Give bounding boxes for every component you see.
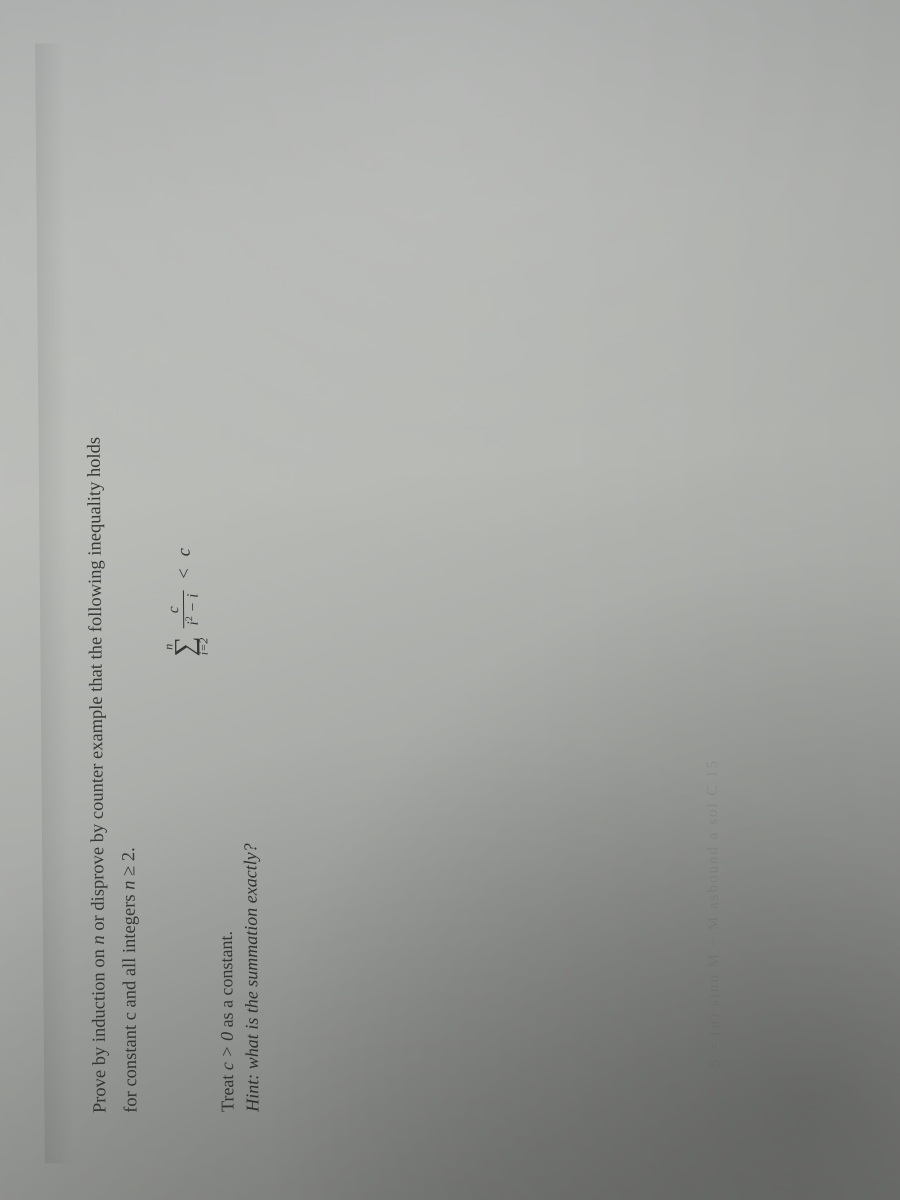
note-post: as a constant. [216, 931, 237, 1032]
note-pre: Treat [217, 1070, 237, 1112]
hint-line: Hint: what is the summation exactly? [234, 92, 264, 1112]
den-exp: 2 [184, 616, 195, 621]
fraction: c i2 − i [166, 591, 203, 629]
hint-text: what is the summation exactly? [240, 843, 262, 1074]
reverse-side-bleed-through: S = (n) sinn M − M asbound a sol C 15 [699, 98, 724, 1068]
problem-statement-line-2: for constant c and all integers n ≥ 2. [108, 93, 146, 1113]
fraction-denominator: i2 − i [185, 591, 203, 629]
summation-symbol: n ∑ i=2 [163, 636, 209, 656]
den-base: i [185, 621, 202, 625]
sigma-glyph: ∑ [173, 636, 198, 656]
l1-pre: Prove by induction on [89, 944, 110, 1113]
den-rest: − i [185, 594, 202, 617]
rhs: c [174, 548, 195, 556]
l1-mid: or disprove by counter example that the … [85, 437, 109, 936]
l2-val: 2. [119, 847, 139, 861]
inequality-formula: n ∑ i=2 c i2 − i < c [151, 92, 210, 1112]
sum-lower-limit: i=2 [197, 638, 209, 656]
page-top-shadow [35, 43, 75, 1163]
l1-n: n [89, 935, 109, 944]
l2-pre: for constant c and all integers [119, 890, 141, 1113]
relation-symbol: < [175, 568, 196, 579]
l2-rel: ≥ [119, 861, 139, 881]
hint-label: Hint: [242, 1074, 262, 1112]
note-cond: c > 0 [217, 1032, 237, 1070]
problem-text-block: Prove by induction on n or disprove by c… [35, 36, 865, 1163]
fraction-numerator: c [166, 603, 182, 616]
l2-var: n [119, 881, 139, 890]
